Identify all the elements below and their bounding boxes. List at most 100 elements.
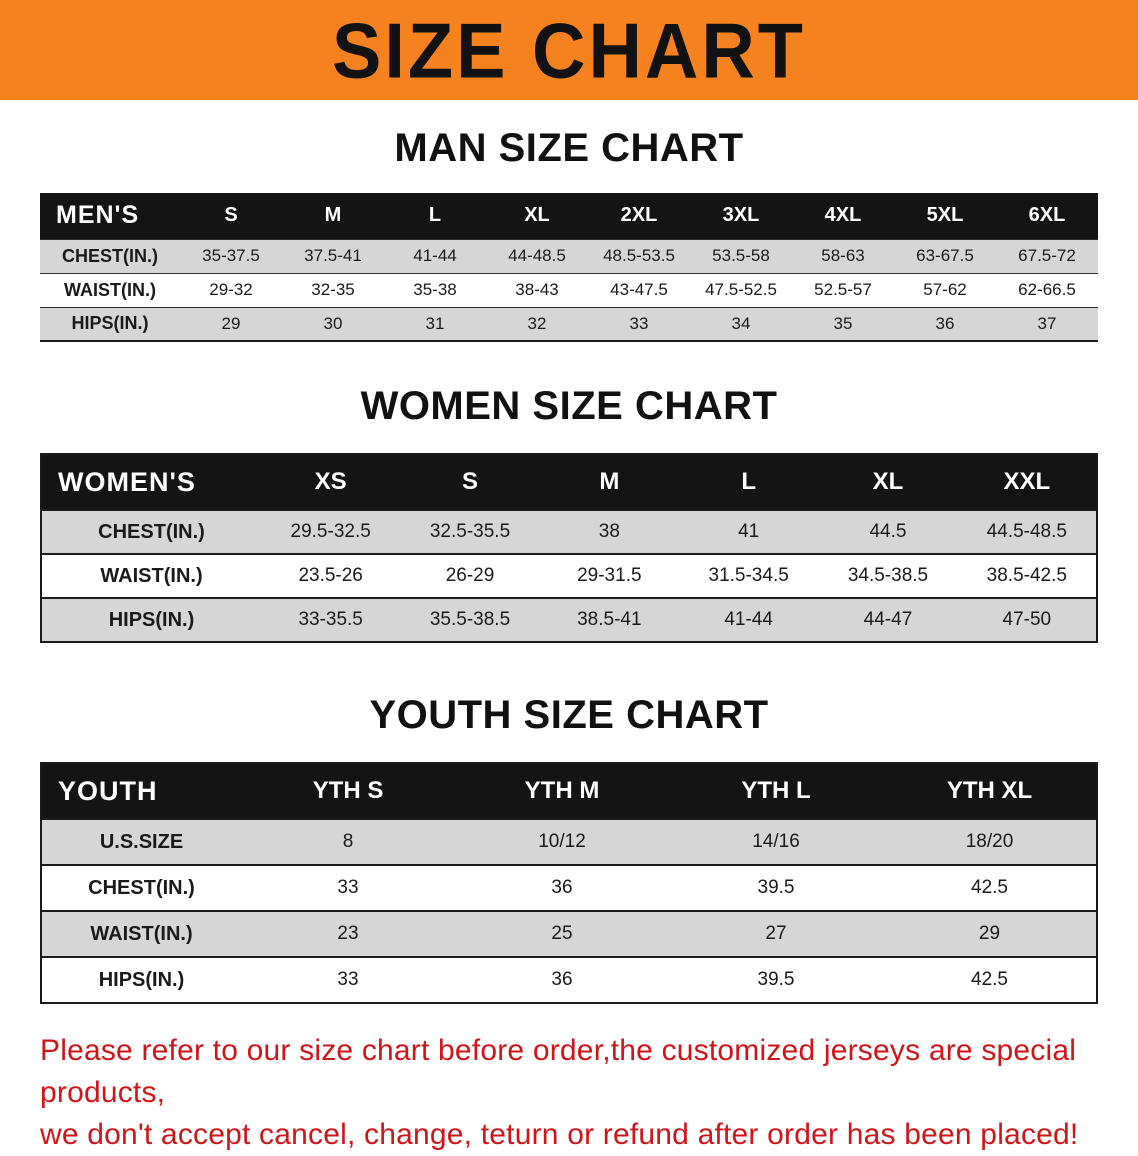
column-header: YTH M [455, 763, 669, 819]
table-row: CHEST(IN.) 35-37.5 37.5-41 41-44 44-48.5 48.5… [40, 239, 1098, 273]
cell: 63-67.5 [916, 246, 974, 265]
column-header: YTH XL [883, 763, 1097, 819]
cell: 10/12 [538, 831, 586, 852]
row-label: U.S.SIZE [99, 830, 184, 853]
table-group-label: WOMEN'S [41, 454, 261, 510]
column-header: S [180, 193, 282, 239]
cell: 34 [731, 313, 751, 333]
cell: 29-32 [209, 280, 253, 299]
column-header: 4XL [792, 193, 894, 239]
table-row: WAIST(IN.) 23 25 27 29 [41, 911, 1097, 957]
table-row: CHEST(IN.) 29.5-32.5 32.5-35.5 38 41 44.5 44.5… [41, 510, 1097, 554]
cell: 38.5-41 [577, 609, 642, 630]
man-size-chart-heading: MAN SIZE CHART [394, 126, 744, 170]
cell: 18/20 [965, 831, 1014, 852]
cell: 29 [978, 923, 1001, 944]
cell: 38-43 [515, 280, 559, 299]
youth-size-chart-heading: YOUTH SIZE CHART [369, 693, 769, 737]
cell: 58-63 [821, 246, 865, 265]
cell: 27 [765, 923, 787, 944]
cell: 57-62 [923, 280, 967, 299]
cell: 48.5-53.5 [603, 246, 675, 265]
notice-line-1: Please refer to our size chart before or… [40, 1034, 1077, 1109]
column-header: L [678, 454, 819, 510]
cell: 44-48.5 [508, 246, 566, 265]
cell: 42.5 [971, 969, 1008, 990]
notice-line-2: we don't accept cancel, change, teturn o… [40, 1118, 1079, 1151]
table-header-row: YOUTH YTH S YTH M YTH L YTH XL [41, 763, 1097, 819]
column-header: XS [261, 454, 401, 510]
column-header: 3XL [690, 193, 792, 239]
table-header-row: MEN'S S M L XL 2XL 3XL 4XL 5XL 6XL [40, 193, 1098, 239]
size-chart-banner: SIZE CHART [0, 0, 1138, 100]
cell: 36 [551, 969, 573, 990]
cell: 39.5 [757, 969, 795, 990]
row-label: HIPS(IN.) [71, 313, 149, 334]
women-size-chart-section: WOMEN SIZE CHART WOMEN'S XS S M L XL XXL CHEST(… [0, 384, 1138, 643]
cell: 37 [1037, 313, 1057, 333]
cell: 8 [342, 831, 354, 852]
row-label: WAIST(IN.) [100, 564, 203, 587]
cell: 35-38 [413, 280, 457, 299]
row-label: HIPS(IN.) [108, 608, 195, 631]
cell: 30 [323, 313, 343, 333]
cell: 36 [551, 877, 573, 898]
column-header: S [400, 454, 540, 510]
table-row: HIPS(IN.) 29 30 31 32 33 34 35 36 37 [40, 307, 1098, 341]
cell: 37.5-41 [304, 246, 362, 265]
banner-title: SIZE CHART [332, 6, 806, 94]
cell: 62-66.5 [1018, 280, 1076, 299]
cell: 33 [337, 969, 359, 990]
column-header: 2XL [588, 193, 690, 239]
cell: 32.5-35.5 [429, 521, 511, 542]
column-header: XL [818, 454, 958, 510]
cell: 44.5 [869, 521, 907, 542]
cell: 38.5-42.5 [986, 565, 1067, 586]
cell: 53.5-58 [712, 246, 770, 265]
cell: 43-47.5 [610, 280, 668, 299]
column-header: 5XL [894, 193, 996, 239]
row-label: CHEST(IN.) [98, 520, 205, 543]
column-header: M [539, 454, 679, 510]
cell: 29 [221, 313, 241, 333]
men-size-table: MEN'S S M L XL 2XL 3XL 4XL 5XL 6XL CHEST(IN.) 35-37… [40, 193, 1098, 342]
column-header: XL [486, 193, 588, 239]
order-notice: Please refer to our size chart before or… [40, 1030, 1118, 1156]
man-size-chart-section: MAN SIZE CHART MEN'S S M L XL 2XL 3XL 4XL 5XL 6XL… [0, 126, 1138, 342]
cell: 44-47 [863, 609, 913, 630]
cell: 35 [833, 313, 853, 333]
cell: 36 [935, 313, 955, 333]
cell: 29.5-32.5 [290, 521, 371, 542]
cell: 32 [527, 313, 547, 333]
cell: 31 [425, 313, 445, 333]
column-header: YTH S [241, 763, 455, 819]
women-size-chart-heading: WOMEN SIZE CHART [360, 384, 778, 428]
table-row: WAIST(IN.) 23.5-26 26-29 29-31.5 31.5-34.5 34… [41, 554, 1097, 598]
cell: 41 [738, 521, 760, 542]
column-header: YTH L [669, 763, 883, 819]
table-group-label: MEN'S [40, 193, 180, 239]
cell: 33-35.5 [298, 609, 363, 630]
row-label: CHEST(IN.) [62, 245, 158, 266]
cell: 33 [629, 313, 649, 333]
cell: 23.5-26 [298, 565, 363, 586]
table-row: U.S.SIZE 8 10/12 14/16 18/20 [41, 819, 1097, 865]
row-label: WAIST(IN.) [90, 922, 193, 945]
youth-size-chart-section: YOUTH SIZE CHART YOUTH YTH S YTH M YTH L YTH… [0, 693, 1138, 1004]
cell: 35.5-38.5 [429, 609, 511, 630]
table-row: HIPS(IN.) 33-35.5 35.5-38.5 38.5-41 41-44 44-… [41, 598, 1097, 642]
cell: 33 [337, 877, 359, 898]
cell: 44.5-48.5 [986, 521, 1067, 542]
table-row: WAIST(IN.) 29-32 32-35 35-38 38-43 43-47.5 47.… [40, 273, 1098, 307]
column-header: L [384, 193, 486, 239]
cell: 25 [551, 923, 573, 944]
row-label: CHEST(IN.) [88, 876, 195, 899]
cell: 35-37.5 [202, 246, 260, 265]
cell: 42.5 [971, 877, 1008, 898]
cell: 67.5-72 [1018, 246, 1076, 265]
cell: 26-29 [445, 565, 495, 586]
cell: 32-35 [311, 280, 355, 299]
row-label: HIPS(IN.) [98, 968, 185, 991]
table-row: CHEST(IN.) 33 36 39.5 42.5 [41, 865, 1097, 911]
cell: 23 [337, 923, 359, 944]
